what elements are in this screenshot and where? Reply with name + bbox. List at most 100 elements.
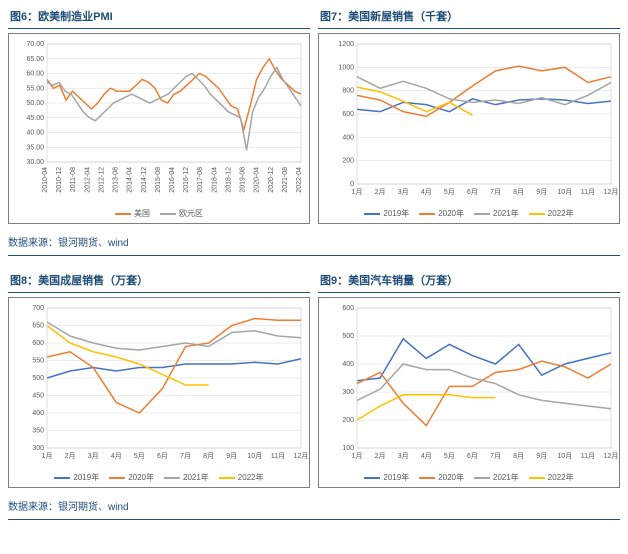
legend-label: 2022年	[238, 472, 264, 483]
svg-text:350: 350	[32, 428, 44, 435]
chart8-title: 图8：美国成屋销售（万套）	[8, 268, 310, 292]
legend-item: 2020年	[109, 472, 154, 483]
svg-text:600: 600	[342, 305, 354, 312]
divider	[318, 28, 620, 29]
svg-text:50.00: 50.00	[26, 100, 44, 107]
chart7-title: 图7：美国新屋销售（千套）	[318, 4, 620, 28]
svg-text:2015-08: 2015-08	[155, 167, 162, 193]
chart9-svg: 1002003004005006001月2月3月4月5月6月7月8月9月10月1…	[319, 298, 619, 468]
svg-text:2月: 2月	[375, 188, 386, 196]
svg-text:2011-08: 2011-08	[70, 167, 77, 192]
svg-text:7月: 7月	[490, 452, 501, 460]
legend-label: 2022年	[548, 472, 574, 483]
svg-text:30.00: 30.00	[26, 159, 44, 166]
svg-text:600: 600	[342, 111, 354, 118]
legend-item: 2020年	[419, 208, 464, 219]
chart9-title: 图9：美国汽车销量（万套）	[318, 268, 620, 292]
source-text: 数据来源：银河期货、wind	[0, 228, 628, 255]
divider	[8, 519, 620, 520]
svg-text:3月: 3月	[88, 452, 99, 460]
svg-text:2018-04: 2018-04	[211, 167, 218, 193]
svg-text:70.00: 70.00	[26, 41, 44, 48]
svg-text:400: 400	[32, 410, 44, 417]
chart7-box: 0200400600800100012001月2月3月4月5月6月7月8月9月1…	[318, 33, 620, 224]
chart9-cell: 图9：美国汽车销量（万套） 1002003004005006001月2月3月4月…	[318, 268, 620, 488]
svg-text:6月: 6月	[467, 452, 478, 460]
legend-swatch	[529, 477, 545, 479]
legend-swatch	[529, 213, 545, 215]
svg-text:11月: 11月	[581, 452, 595, 460]
legend-swatch	[115, 213, 131, 215]
chart8-cell: 图8：美国成屋销售（万套） 30035040045050055060065070…	[8, 268, 310, 488]
svg-text:4月: 4月	[421, 188, 432, 196]
legend-swatch	[474, 477, 490, 479]
chart7-cell: 图7：美国新屋销售（千套） 0200400600800100012001月2月3…	[318, 4, 620, 224]
legend-item: 2022年	[529, 472, 574, 483]
svg-text:4月: 4月	[421, 452, 432, 460]
svg-text:8月: 8月	[203, 452, 214, 460]
svg-text:2014-12: 2014-12	[141, 167, 148, 193]
legend-swatch	[364, 213, 380, 215]
legend-item: 2021年	[164, 472, 209, 483]
divider	[318, 292, 620, 293]
divider	[8, 292, 310, 293]
svg-text:5月: 5月	[444, 452, 455, 460]
legend-item: 美国	[115, 208, 150, 219]
chart9-legend: 2019年2020年2021年2022年	[319, 468, 619, 487]
svg-text:450: 450	[32, 393, 44, 400]
svg-text:12月: 12月	[604, 452, 619, 460]
legend-item: 2021年	[474, 208, 519, 219]
svg-text:45.00: 45.00	[26, 115, 44, 122]
svg-text:1月: 1月	[352, 188, 363, 196]
svg-text:1月: 1月	[42, 452, 53, 460]
legend-swatch	[419, 477, 435, 479]
legend-swatch	[160, 213, 176, 215]
svg-text:2022-04: 2022-04	[296, 167, 303, 193]
legend-label: 2019年	[383, 472, 409, 483]
chart6-legend: 美国 欧元区	[9, 204, 309, 223]
svg-text:2018-12: 2018-12	[225, 167, 232, 193]
chart8-legend: 2019年 2020年 2021年 2022年	[9, 468, 309, 487]
svg-text:9月: 9月	[536, 452, 547, 460]
svg-text:650: 650	[32, 323, 44, 330]
legend-label: 欧元区	[179, 208, 203, 219]
chart6-box: 30.0035.0040.0045.0050.0055.0060.0065.00…	[8, 33, 310, 224]
chart6-title: 图6：欧美制造业PMI	[8, 4, 310, 28]
svg-text:6月: 6月	[157, 452, 168, 460]
legend-item: 2022年	[529, 208, 574, 219]
legend-label: 2021年	[493, 472, 519, 483]
svg-text:200: 200	[342, 417, 354, 424]
row-2: 图8：美国成屋销售（万套） 30035040045050055060065070…	[0, 264, 628, 492]
svg-text:800: 800	[342, 88, 354, 95]
row-1: 图6：欧美制造业PMI 30.0035.0040.0045.0050.0055.…	[0, 0, 628, 228]
chart8-box: 3003504004505005506006507001月2月3月4月5月6月7…	[8, 297, 310, 488]
legend-swatch	[164, 477, 180, 479]
svg-text:500: 500	[32, 375, 44, 382]
legend-swatch	[219, 477, 235, 479]
chart6-cell: 图6：欧美制造业PMI 30.0035.0040.0045.0050.0055.…	[8, 4, 310, 224]
svg-text:300: 300	[342, 389, 354, 396]
svg-text:40.00: 40.00	[26, 130, 44, 137]
svg-text:2016-12: 2016-12	[183, 167, 190, 193]
legend-label: 2019年	[383, 208, 409, 219]
svg-text:400: 400	[342, 134, 354, 141]
svg-text:35.00: 35.00	[26, 144, 44, 151]
legend-item: 2021年	[474, 472, 519, 483]
svg-text:60.00: 60.00	[26, 71, 44, 78]
legend-label: 2021年	[493, 208, 519, 219]
svg-text:2010-04: 2010-04	[42, 167, 49, 193]
legend-swatch	[364, 477, 380, 479]
svg-text:12月: 12月	[604, 188, 619, 196]
svg-text:12月: 12月	[294, 452, 309, 460]
legend-label: 2020年	[438, 208, 464, 219]
svg-text:10月: 10月	[557, 452, 572, 460]
source-text: 数据来源：银河期货、wind	[0, 492, 628, 519]
svg-text:6月: 6月	[467, 188, 478, 196]
svg-text:11月: 11月	[271, 452, 285, 460]
chart7-svg: 0200400600800100012001月2月3月4月5月6月7月8月9月1…	[319, 34, 619, 204]
svg-text:5月: 5月	[444, 188, 455, 196]
svg-text:65.00: 65.00	[26, 56, 44, 63]
legend-label: 2019年	[73, 472, 99, 483]
legend-item: 2019年	[54, 472, 99, 483]
svg-text:8月: 8月	[513, 188, 524, 196]
